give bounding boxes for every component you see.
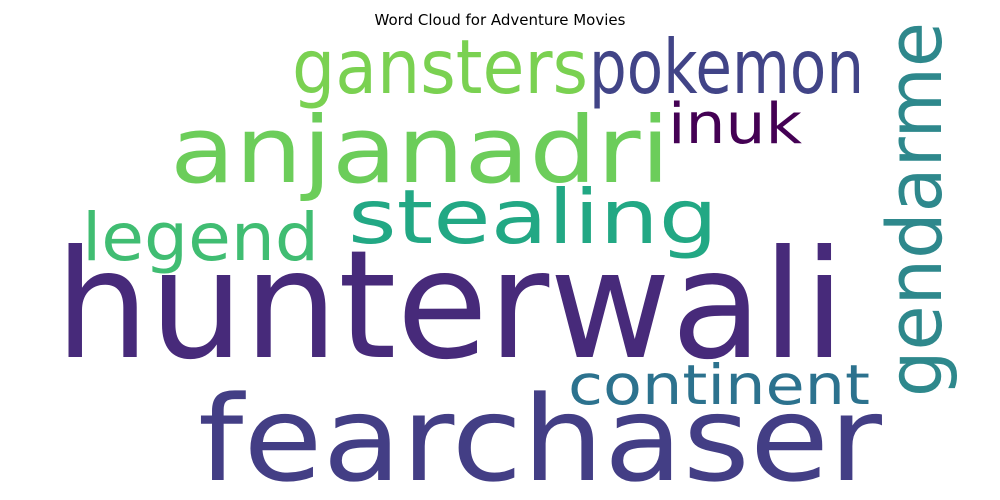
word-hunterwali: hunterwali — [55, 219, 845, 393]
word-stealing: stealing — [348, 173, 718, 261]
word-continent: continent — [568, 353, 870, 417]
word-anjanadri: anjanadri — [170, 97, 670, 204]
word-pokemon: pokemon — [589, 23, 864, 111]
word-gansters: gansters — [292, 23, 588, 111]
word-fearchaser: fearchaser — [198, 370, 883, 500]
word-legend: legend — [82, 199, 319, 276]
word-gendarme: gendarme — [870, 22, 959, 397]
word-inuk: inuk — [668, 92, 803, 157]
chart-title: Word Cloud for Adventure Movies — [374, 11, 626, 29]
